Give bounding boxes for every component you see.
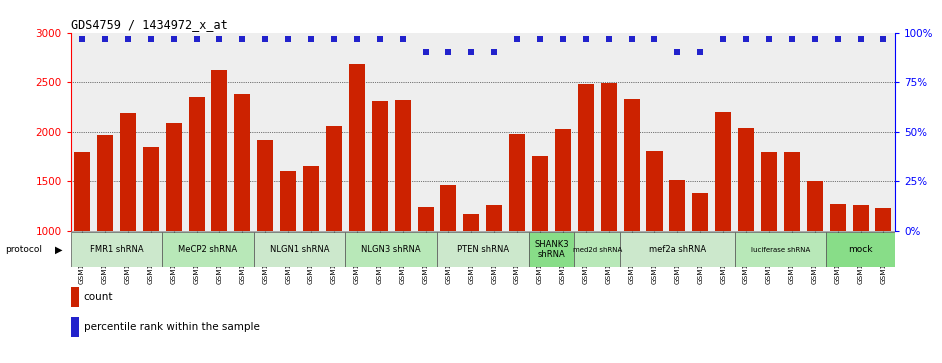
- Bar: [417, 207, 433, 330]
- Bar: [670, 180, 686, 330]
- Point: [235, 36, 250, 41]
- Point: [716, 36, 731, 41]
- Point: [670, 50, 685, 56]
- Point: [647, 36, 662, 41]
- Bar: [784, 152, 800, 330]
- Text: med2d shRNA: med2d shRNA: [573, 246, 622, 253]
- Bar: [326, 126, 342, 330]
- Text: FMR1 shRNA: FMR1 shRNA: [89, 245, 143, 254]
- Point: [785, 36, 800, 41]
- Bar: [71, 232, 162, 267]
- Bar: [253, 232, 346, 267]
- Point: [487, 50, 502, 56]
- Point: [876, 36, 891, 41]
- Bar: [372, 101, 388, 330]
- Point: [532, 36, 547, 41]
- Text: NLGN1 shRNA: NLGN1 shRNA: [269, 245, 330, 254]
- Point: [74, 36, 89, 41]
- Bar: [486, 205, 502, 330]
- Point: [372, 36, 387, 41]
- Bar: [646, 151, 662, 330]
- Bar: [875, 208, 891, 330]
- Bar: [441, 185, 457, 330]
- Point: [807, 36, 822, 41]
- Point: [258, 36, 273, 41]
- Point: [418, 50, 433, 56]
- Bar: [692, 193, 708, 330]
- Point: [601, 36, 616, 41]
- Point: [830, 36, 845, 41]
- Bar: [162, 232, 253, 267]
- Bar: [211, 70, 227, 330]
- Text: MeCP2 shRNA: MeCP2 shRNA: [178, 245, 237, 254]
- Bar: [395, 100, 411, 330]
- Text: ▶: ▶: [55, 245, 62, 254]
- Text: NLGN3 shRNA: NLGN3 shRNA: [362, 245, 421, 254]
- Bar: [280, 171, 296, 330]
- Text: percentile rank within the sample: percentile rank within the sample: [84, 322, 260, 332]
- Bar: [166, 123, 182, 330]
- Bar: [235, 94, 251, 330]
- Bar: [463, 214, 479, 330]
- Point: [556, 36, 571, 41]
- Bar: [120, 113, 136, 330]
- Bar: [437, 232, 528, 267]
- Bar: [303, 166, 319, 330]
- Point: [739, 36, 754, 41]
- Point: [166, 36, 181, 41]
- Bar: [577, 84, 593, 330]
- Bar: [735, 232, 826, 267]
- Point: [463, 50, 479, 56]
- Bar: [853, 205, 869, 330]
- Bar: [143, 147, 159, 330]
- Point: [349, 36, 365, 41]
- Point: [510, 36, 525, 41]
- Point: [143, 36, 158, 41]
- Bar: [575, 232, 620, 267]
- Bar: [601, 83, 617, 330]
- Text: PTEN shRNA: PTEN shRNA: [457, 245, 509, 254]
- Point: [441, 50, 456, 56]
- Point: [281, 36, 296, 41]
- Bar: [806, 181, 822, 330]
- Bar: [830, 204, 846, 330]
- Point: [853, 36, 869, 41]
- Point: [578, 36, 593, 41]
- Point: [692, 50, 707, 56]
- Bar: [624, 99, 640, 330]
- Point: [303, 36, 318, 41]
- Point: [121, 36, 136, 41]
- Point: [395, 36, 410, 41]
- Bar: [555, 129, 571, 330]
- Bar: [349, 64, 365, 330]
- Bar: [620, 232, 735, 267]
- Text: count: count: [84, 292, 113, 302]
- Text: GDS4759 / 1434972_x_at: GDS4759 / 1434972_x_at: [71, 19, 227, 32]
- Text: protocol: protocol: [5, 245, 41, 254]
- Bar: [71, 287, 79, 307]
- Point: [761, 36, 776, 41]
- Text: mock: mock: [849, 245, 873, 254]
- Bar: [739, 128, 755, 330]
- Bar: [71, 317, 79, 337]
- Point: [212, 36, 227, 41]
- Bar: [826, 232, 895, 267]
- Bar: [257, 139, 273, 330]
- Point: [327, 36, 342, 41]
- Bar: [346, 232, 437, 267]
- Point: [97, 36, 112, 41]
- Bar: [761, 152, 777, 330]
- Bar: [74, 152, 90, 330]
- Bar: [509, 134, 525, 330]
- Text: luciferase shRNA: luciferase shRNA: [751, 246, 810, 253]
- Bar: [715, 112, 731, 330]
- Bar: [97, 135, 113, 330]
- Bar: [188, 97, 204, 330]
- Bar: [528, 232, 575, 267]
- Point: [624, 36, 639, 41]
- Text: mef2a shRNA: mef2a shRNA: [649, 245, 706, 254]
- Bar: [532, 156, 548, 330]
- Point: [189, 36, 204, 41]
- Text: SHANK3
shRNA: SHANK3 shRNA: [534, 240, 569, 259]
